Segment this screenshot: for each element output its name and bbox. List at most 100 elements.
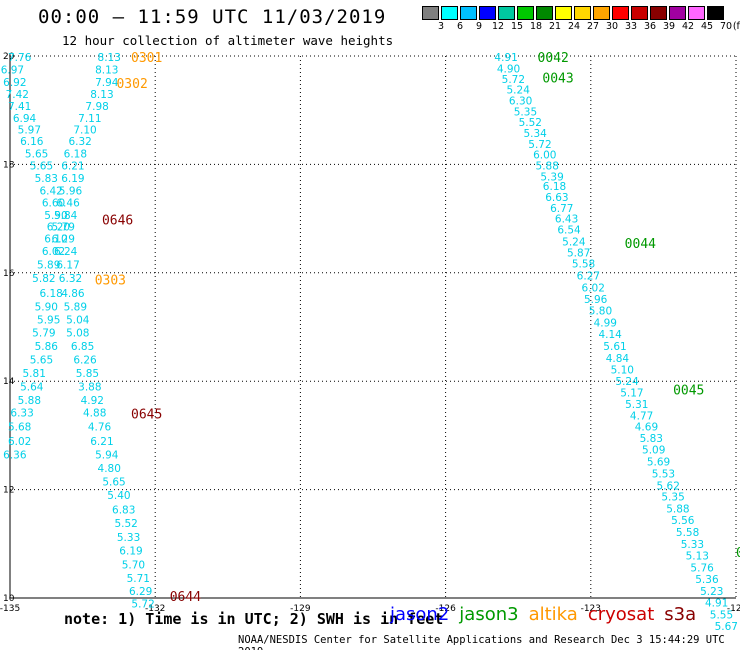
- wave-height-label: 5.80: [589, 306, 612, 318]
- x-tick-label: -129: [290, 604, 311, 614]
- legend-item-altika: altika: [528, 604, 578, 625]
- wave-height-label: 6.17: [56, 260, 79, 272]
- pass-time-label: 0301: [131, 51, 162, 66]
- wave-height-label: 6.27: [577, 271, 600, 283]
- y-tick-label: 18: [3, 160, 15, 170]
- wave-height-label: 5.96: [584, 294, 608, 306]
- colorbar-swatch: [650, 6, 667, 20]
- x-tick-label: -132: [145, 604, 165, 614]
- wave-height-label: 6.60: [42, 197, 65, 209]
- wave-height-label: 7.10: [73, 125, 96, 137]
- wave-height-label: 5.04: [66, 314, 90, 326]
- wave-height-label: 6.30: [509, 95, 532, 107]
- pass-time-label: 0045: [673, 383, 704, 398]
- wave-height-label: 5.65: [30, 160, 53, 172]
- wave-height-label: 5.94: [95, 449, 119, 461]
- wave-height-label: 3.88: [78, 382, 101, 394]
- wave-height-label: 5.79: [52, 222, 75, 234]
- wave-height-label: 5.53: [652, 468, 675, 480]
- wave-height-label: 4.90: [497, 63, 520, 75]
- wave-height-label: 5.24: [615, 376, 639, 388]
- wave-height-label: 5.71: [127, 573, 150, 585]
- wave-height-label: 6.02: [582, 282, 605, 294]
- footer-credit: NOAA/NESDIS Center for Satellite Applica…: [238, 634, 725, 650]
- colorbar-label: 24: [567, 21, 581, 32]
- x-tick-label: -135: [0, 604, 20, 614]
- pass-time-label: 0042: [538, 51, 569, 66]
- wave-height-label: 4.88: [83, 408, 106, 420]
- colorbar-label: 15: [510, 21, 524, 32]
- wave-height-label: 4.76: [88, 422, 112, 434]
- x-tick-label: -12(: [727, 604, 740, 614]
- wave-height-label: 4.69: [635, 422, 658, 434]
- wave-height-label: 6.85: [71, 341, 94, 353]
- pass-time-label: 0303: [95, 273, 126, 288]
- wave-height-label: 5.17: [620, 388, 643, 400]
- wave-height-label: 5.13: [686, 551, 709, 563]
- wave-height-label: 4.84: [606, 353, 630, 365]
- colorbar-swatch: [479, 6, 496, 20]
- colorbar-label: 39: [662, 21, 676, 32]
- wave-height-label: 5.88: [18, 395, 41, 407]
- wave-height-label: 4.91: [705, 597, 728, 609]
- wave-height-label: 5.82: [32, 273, 55, 285]
- wave-height-label: 6.46: [56, 197, 80, 209]
- wave-height-label: 5.23: [700, 586, 723, 598]
- footer-note: note: 1) Time is in UTC; 2) SWH is in fe…: [64, 610, 444, 628]
- wave-height-label: 5.69: [647, 456, 670, 468]
- colorbar-label: 21: [548, 21, 562, 32]
- x-tick-label: -126: [435, 604, 456, 614]
- colorbar-swatch: [574, 6, 591, 20]
- colorbar-label: 18: [529, 21, 543, 32]
- wave-height-label: 6.32: [59, 273, 82, 285]
- wave-height-label: 4.91: [494, 52, 517, 64]
- wave-height-label: 6.97: [1, 65, 24, 77]
- wave-height-label: 4.80: [98, 463, 121, 475]
- pass-time-label: 0: [736, 546, 740, 561]
- pass-time-label: 0044: [625, 237, 656, 252]
- wave-height-label: 5.36: [695, 574, 719, 586]
- wave-height-label: 5.88: [536, 160, 559, 172]
- colorbar-label: 45: [700, 21, 714, 32]
- wave-height-label: 7.41: [8, 101, 31, 113]
- wave-height-label: 8.13: [98, 52, 121, 64]
- wave-height-label: 6.43: [555, 214, 578, 226]
- wave-height-label: 5.58: [676, 527, 699, 539]
- wave-height-label: 7.94: [95, 77, 119, 89]
- colorbar-label: 27: [586, 21, 600, 32]
- wave-height-label: 6.19: [119, 545, 142, 557]
- wave-height-label: 6.18: [543, 181, 566, 193]
- wave-height-label: 5.64: [20, 382, 44, 394]
- wave-height-label: 8.13: [95, 65, 118, 77]
- y-tick-label: 16: [3, 269, 15, 279]
- chart-subtitle: 12 hour collection of altimeter wave hei…: [62, 33, 394, 48]
- wave-height-label: 5.76: [690, 563, 714, 575]
- colorbar-label: 3: [437, 21, 445, 32]
- wave-height-label: 5.89: [37, 260, 60, 272]
- wave-height-label: 5.90: [35, 301, 58, 313]
- wave-height-label: 5.65: [102, 476, 125, 488]
- wave-height-label: 6.83: [112, 505, 135, 517]
- pass-time-label: 0646: [102, 214, 133, 229]
- wave-height-label: 4.92: [81, 395, 104, 407]
- wave-height-label: 6.10: [44, 234, 67, 246]
- satellite-legend: jason2 jason3 altika cryosat s3a: [390, 604, 706, 625]
- wave-height-label: 5.70: [122, 559, 145, 571]
- wave-height-label: 5.09: [642, 444, 665, 456]
- colorbar-label: 30: [605, 21, 619, 32]
- wave-height-label: 5.89: [64, 301, 87, 313]
- wave-height-label: 6.18: [64, 149, 87, 161]
- wave-height-label: 6.54: [557, 224, 581, 236]
- colorbar-label: 12: [491, 21, 505, 32]
- wave-height-label: 5.61: [603, 341, 626, 353]
- wave-height-label: 6.63: [545, 192, 568, 204]
- legend-item-s3a: s3a: [664, 604, 697, 625]
- wave-height-label: 5.84: [54, 210, 78, 222]
- pass-time-label: 0644: [170, 590, 201, 605]
- colorbar-swatch: [688, 6, 705, 20]
- wave-height-label: 5.24: [562, 236, 586, 248]
- wave-height-label: 5.33: [117, 532, 140, 544]
- colorbar-label: 36: [643, 21, 657, 32]
- wave-height-label: 6.32: [68, 136, 91, 148]
- wave-height-label: 6.19: [61, 173, 84, 185]
